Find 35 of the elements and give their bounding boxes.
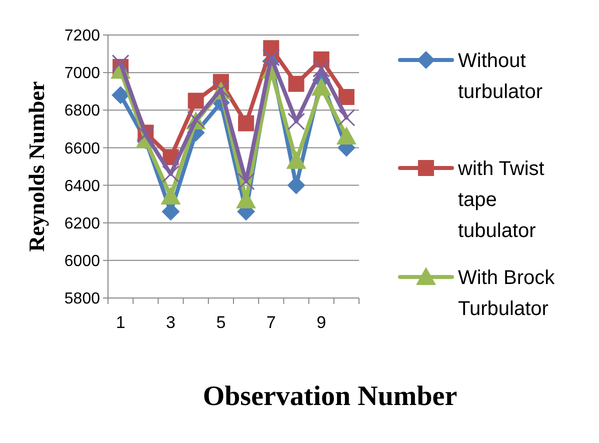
point <box>288 112 305 130</box>
x-tick-label: 9 <box>316 313 326 332</box>
point <box>262 48 280 66</box>
legend-label: Without turbulator <box>458 50 543 103</box>
y-tick-label: 6400 <box>64 178 100 195</box>
point <box>288 76 304 92</box>
point <box>336 126 356 144</box>
point <box>286 150 306 169</box>
point <box>311 78 332 96</box>
x-tick-label: 3 <box>166 313 176 332</box>
point <box>162 165 180 183</box>
point <box>312 60 330 78</box>
point <box>162 202 180 221</box>
point <box>338 88 354 105</box>
point <box>188 92 204 109</box>
point <box>238 115 254 132</box>
x-axis-title: Observation Number <box>202 381 458 412</box>
point <box>160 186 181 205</box>
y-tick-label: 6000 <box>64 253 100 270</box>
x-tick-label: 5 <box>216 313 226 332</box>
y-tick-label: 7200 <box>64 28 100 45</box>
legend-label: with Twist tape tubulator <box>457 158 545 242</box>
x-tick-label: 7 <box>266 313 276 332</box>
y-tick-label: 6200 <box>64 215 100 232</box>
point <box>237 172 255 190</box>
point <box>112 86 130 104</box>
y-tick-label: 7000 <box>64 65 100 82</box>
x-tick-label: 1 <box>116 313 126 332</box>
y-axis-title: Reynolds Number <box>24 81 49 252</box>
point <box>338 108 356 126</box>
y-tick-label: 6800 <box>64 102 100 120</box>
y-tick-label: 5800 <box>64 290 100 308</box>
y-tick-label: 6600 <box>64 140 100 158</box>
legend-label: With Brock Turbulator <box>458 267 556 320</box>
point <box>112 54 130 72</box>
